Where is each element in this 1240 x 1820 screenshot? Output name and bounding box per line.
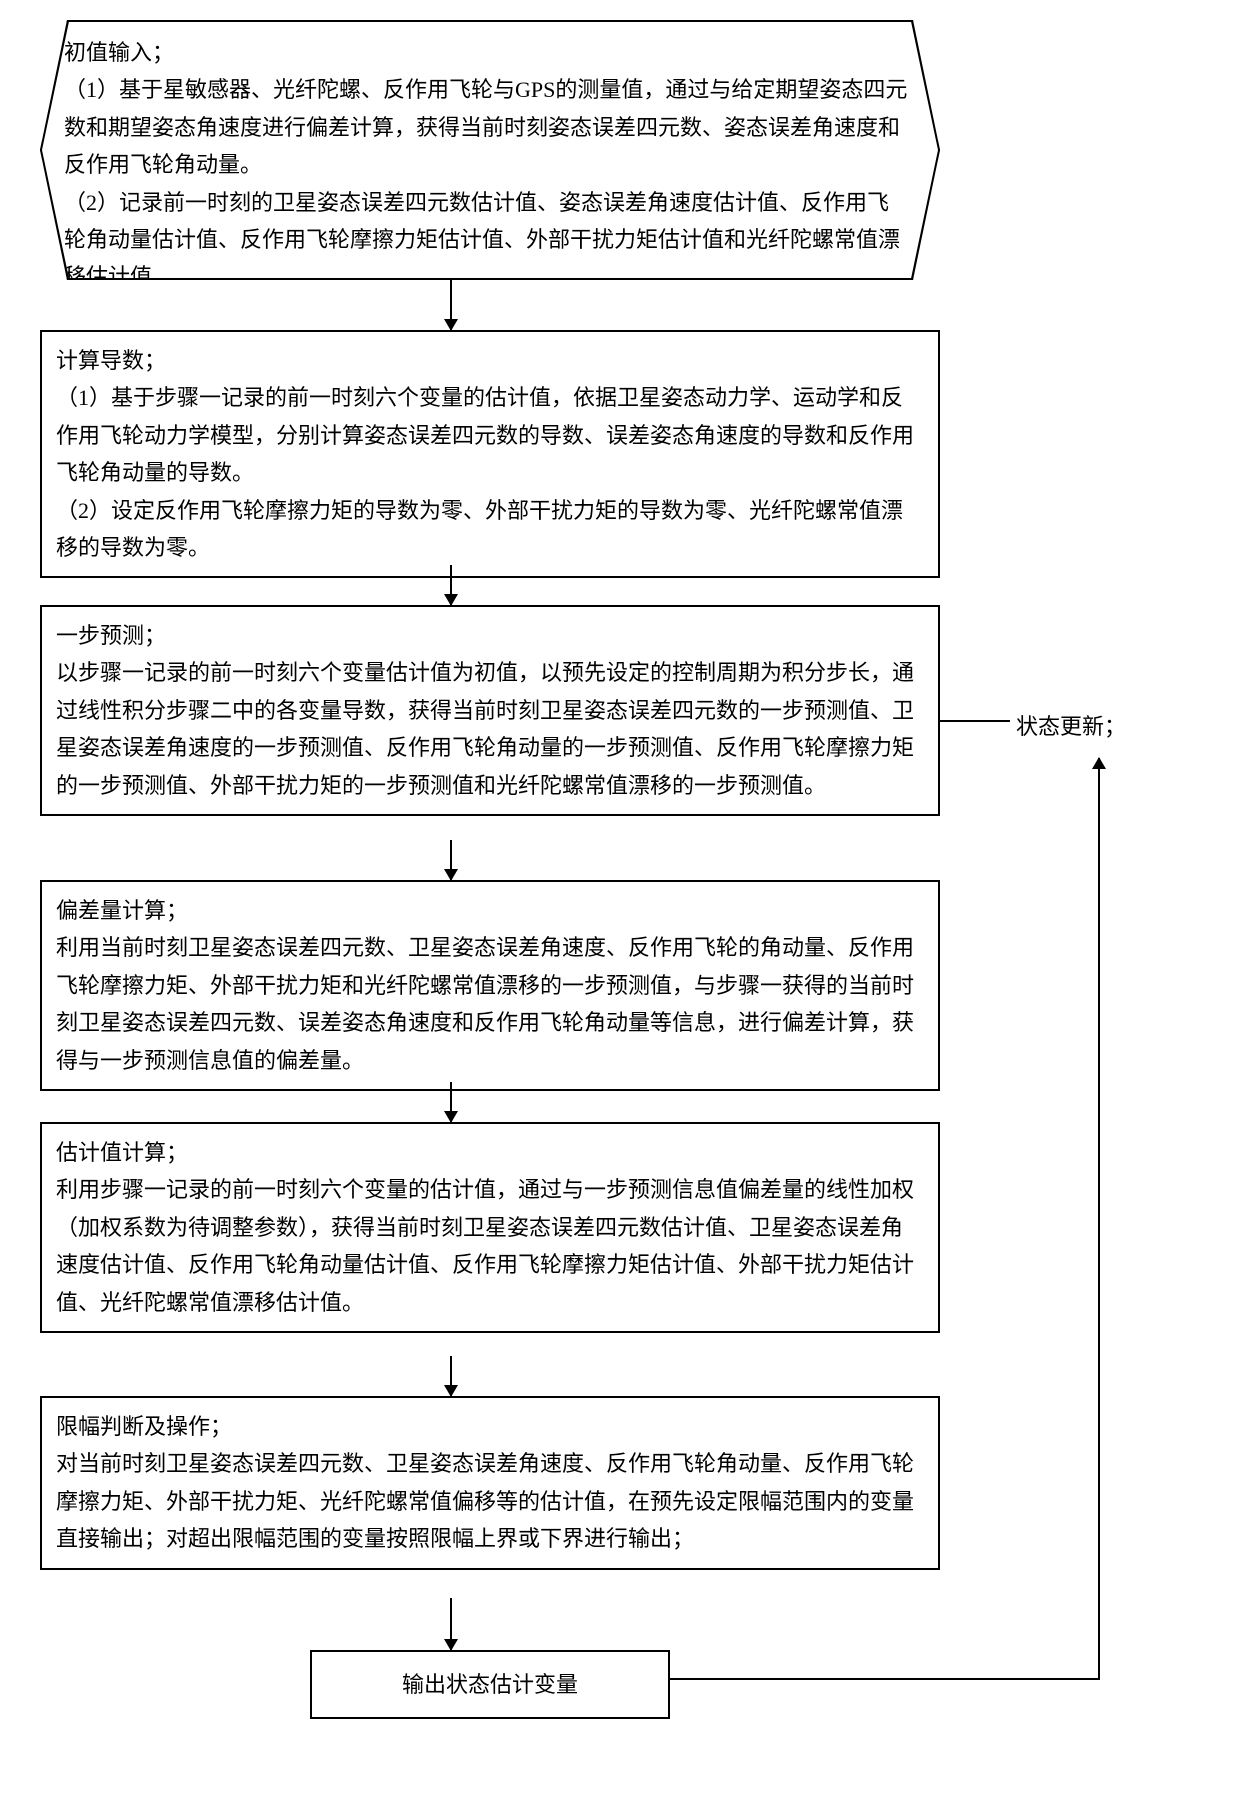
- node-initial-input: 初值输入； （1）基于星敏感器、光纤陀螺、反作用飞轮与GPS的测量值，通过与给定…: [42, 22, 938, 278]
- arrow-3-4: [450, 840, 452, 880]
- node-derivative: 计算导数； （1）基于步骤一记录的前一时刻六个变量的估计值，依据卫星姿态动力学、…: [40, 330, 940, 578]
- arrow-6-7: [450, 1598, 452, 1650]
- node-estimate-calc: 估计值计算； 利用步骤一记录的前一时刻六个变量的估计值，通过与一步预测信息值偏差…: [40, 1122, 940, 1333]
- arrow-2-3: [450, 565, 452, 605]
- node-body: （1）基于步骤一记录的前一时刻六个变量的估计值，依据卫星姿态动力学、运动学和反作…: [56, 379, 924, 566]
- node-title: 偏差量计算；: [56, 892, 924, 929]
- node-body: 以步骤一记录的前一时刻六个变量估计值为初值，以预先设定的控制周期为积分步长，通过…: [56, 654, 924, 804]
- node-output: 输出状态估计变量: [310, 1650, 670, 1719]
- node-title: 初值输入；: [64, 34, 910, 71]
- node-title: 计算导数；: [56, 342, 924, 379]
- feedback-label-text: 状态更新；: [1016, 714, 1126, 739]
- node-body: 对当前时刻卫星姿态误差四元数、卫星姿态误差角速度、反作用飞轮角动量、反作用飞轮摩…: [56, 1445, 924, 1557]
- node-title: 一步预测；: [56, 617, 924, 654]
- feedback-line-out-n7: [670, 1678, 1100, 1680]
- arrow-4-5: [450, 1082, 452, 1122]
- node-body: 输出状态估计变量: [326, 1666, 654, 1703]
- feedback-label: 状态更新；: [1010, 705, 1132, 745]
- node-limit-check: 限幅判断及操作； 对当前时刻卫星姿态误差四元数、卫星姿态误差角速度、反作用飞轮角…: [40, 1396, 940, 1570]
- flowchart-canvas: 初值输入； （1）基于星敏感器、光纤陀螺、反作用飞轮与GPS的测量值，通过与给定…: [10, 20, 1210, 1800]
- feedback-line-vertical-lower: [1098, 758, 1100, 1680]
- node-deviation-calc: 偏差量计算； 利用当前时刻卫星姿态误差四元数、卫星姿态误差角速度、反作用飞轮的角…: [40, 880, 940, 1091]
- node-one-step-predict: 一步预测； 以步骤一记录的前一时刻六个变量估计值为初值，以预先设定的控制周期为积…: [40, 605, 940, 816]
- arrow-1-2: [450, 280, 452, 330]
- node-body: （1）基于星敏感器、光纤陀螺、反作用飞轮与GPS的测量值，通过与给定期望姿态四元…: [64, 71, 910, 295]
- node-title: 限幅判断及操作；: [56, 1408, 924, 1445]
- node-body: 利用当前时刻卫星姿态误差四元数、卫星姿态误差角速度、反作用飞轮的角动量、反作用飞…: [56, 929, 924, 1079]
- node-body: 利用步骤一记录的前一时刻六个变量的估计值，通过与一步预测信息值偏差量的线性加权（…: [56, 1171, 924, 1321]
- arrow-5-6: [450, 1356, 452, 1396]
- node-title: 估计值计算；: [56, 1134, 924, 1171]
